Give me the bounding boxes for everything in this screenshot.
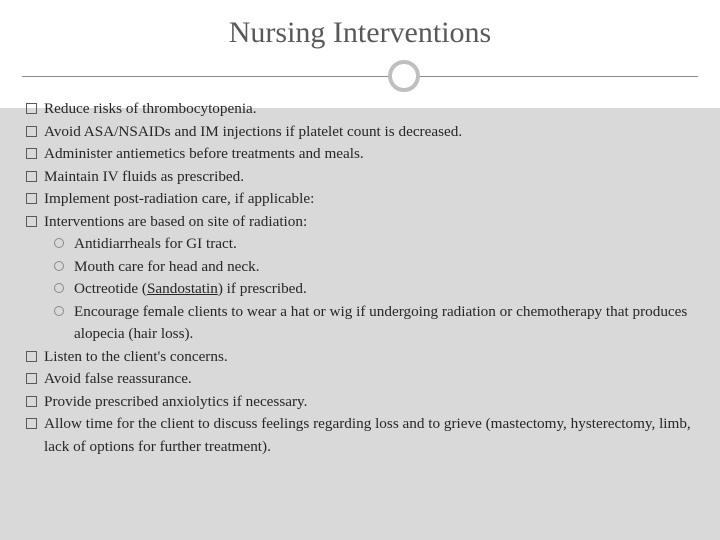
slide-title: Nursing Interventions [0,0,720,58]
list-item: Implement post-radiation care, if applic… [26,188,694,211]
list-item: Administer antiemetics before treatments… [26,143,694,166]
list-item: Encourage female clients to wear a hat o… [26,301,694,346]
hollow-square-bullet-icon [26,193,37,204]
hollow-square-bullet-icon [26,148,37,159]
hollow-square-bullet-icon [26,126,37,137]
list-item-text: Antidiarrheals for GI tract. [74,233,237,256]
divider-ring-icon [388,60,420,92]
hollow-circle-bullet-icon [54,261,64,271]
hollow-circle-bullet-icon [54,283,64,293]
list-item-text: Implement post-radiation care, if applic… [44,188,314,211]
hollow-square-bullet-icon [26,351,37,362]
hollow-square-bullet-icon [26,216,37,227]
list-item: Maintain IV fluids as prescribed. [26,166,694,189]
hollow-square-bullet-icon [26,418,37,429]
list-item: Listen to the client's concerns. [26,346,694,369]
list-item-text: Octreotide (Sandostatin) if prescribed. [74,278,307,301]
divider-line [22,76,698,77]
list-item: Mouth care for head and neck. [26,256,694,279]
hollow-circle-bullet-icon [54,238,64,248]
list-item-text: Avoid ASA/NSAIDs and IM injections if pl… [44,121,462,144]
list-item: Avoid ASA/NSAIDs and IM injections if pl… [26,121,694,144]
text-segment: Octreotide ( [74,280,147,297]
title-divider [22,58,698,94]
list-item: Reduce risks of thrombocytopenia. [26,98,694,121]
list-item-text: Listen to the client's concerns. [44,346,228,369]
list-item: Antidiarrheals for GI tract. [26,233,694,256]
hollow-square-bullet-icon [26,171,37,182]
list-item-text: Reduce risks of thrombocytopenia. [44,98,257,121]
hollow-square-bullet-icon [26,396,37,407]
list-item-text: Allow time for the client to discuss fee… [44,413,694,458]
hollow-square-bullet-icon [26,373,37,384]
list-item-text: Provide prescribed anxiolytics if necess… [44,391,307,414]
list-item: Avoid false reassurance. [26,368,694,391]
list-item: Provide prescribed anxiolytics if necess… [26,391,694,414]
list-item-text: Avoid false reassurance. [44,368,192,391]
underlined-term: Sandostatin [147,280,218,297]
list-item: Octreotide (Sandostatin) if prescribed. [26,278,694,301]
slide: Nursing Interventions Reduce risks of th… [0,0,720,540]
list-item-text: Encourage female clients to wear a hat o… [74,301,694,346]
list-item-text: Maintain IV fluids as prescribed. [44,166,244,189]
list-item-text: Mouth care for head and neck. [74,256,260,279]
list-item: Allow time for the client to discuss fee… [26,413,694,458]
list-item-text: Administer antiemetics before treatments… [44,143,364,166]
hollow-circle-bullet-icon [54,306,64,316]
hollow-square-bullet-icon [26,103,37,114]
content-area: Reduce risks of thrombocytopenia.Avoid A… [0,98,720,458]
text-segment: ) if prescribed. [218,280,307,297]
list-item: Interventions are based on site of radia… [26,211,694,234]
list-item-text: Interventions are based on site of radia… [44,211,307,234]
